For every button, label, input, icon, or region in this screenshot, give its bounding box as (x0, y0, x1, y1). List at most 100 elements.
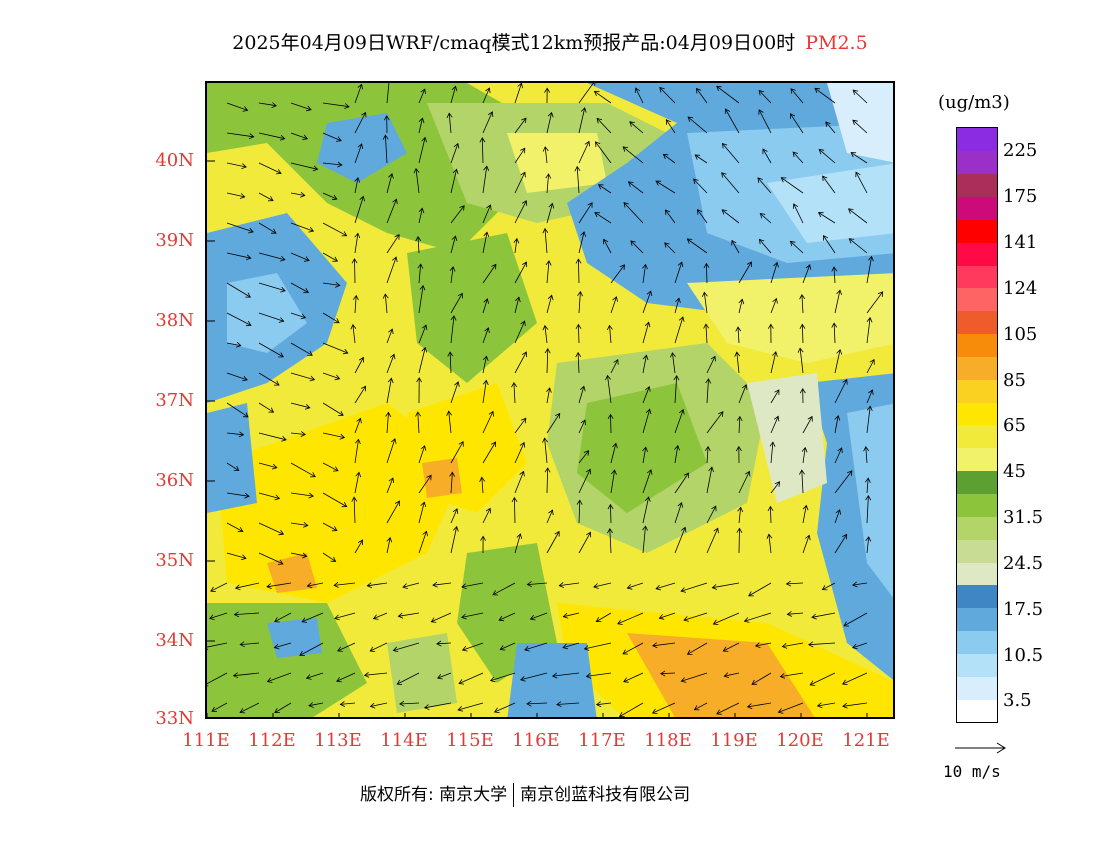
wind-arrow (693, 178, 708, 194)
wind-arrow-head (716, 709, 722, 715)
wind-arrow-head (542, 146, 549, 152)
wind-arrow (706, 263, 708, 284)
wind-arrow-head (646, 290, 653, 297)
wind-arrow-head (331, 194, 338, 201)
colorbar-segment (957, 470, 997, 495)
wind-arrow-head (372, 614, 379, 620)
wind-arrow (716, 702, 740, 715)
wind-arrow (514, 442, 525, 464)
wind-arrow (322, 312, 340, 324)
wind-arrow-head (351, 258, 358, 264)
wind-arrow-head (754, 642, 761, 649)
wind-reference-arrow-icon (955, 742, 1006, 754)
wind-arrow (418, 285, 424, 314)
wind-arrow (683, 612, 708, 621)
wind-arrow-head (617, 619, 623, 625)
wind-arrow-head (737, 506, 744, 513)
wind-arrow-head (743, 617, 750, 623)
wind-arrow (866, 406, 871, 434)
wind-arrow-head (351, 496, 358, 502)
wind-arrow (834, 470, 853, 494)
wind-arrow-head (799, 294, 806, 300)
wind-arrow (500, 642, 516, 650)
wind-arrow (706, 411, 724, 434)
wind-arrow-head (271, 228, 277, 234)
wind-arrow-head (479, 137, 486, 143)
wind-arrow (482, 298, 488, 314)
wind-arrow-head (516, 533, 523, 539)
colorbar-tick: 124 (1003, 278, 1038, 299)
wind-arrow-head (519, 441, 526, 448)
wind-arrow-head (618, 712, 625, 717)
wind-arrow (762, 148, 772, 164)
wind-arrow (849, 238, 868, 254)
wind-arrow-head (344, 103, 350, 109)
wind-arrow-head (577, 290, 584, 297)
wind-arrow (724, 672, 740, 677)
wind-arrow (258, 522, 284, 535)
wind-arrow-head (548, 509, 554, 516)
wind-arrow (373, 612, 388, 620)
wind-arrow-head (613, 359, 619, 365)
wind-arrow (322, 342, 348, 354)
wind-arrow (544, 438, 548, 464)
wind-arrow-head (767, 505, 774, 512)
wind-arrow-head (644, 321, 651, 328)
wind-arrow-head (850, 152, 857, 158)
wind-arrow (334, 612, 356, 619)
wind-arrow-head (693, 705, 700, 711)
wind-arrow (834, 509, 841, 524)
wind-arrow-head (605, 374, 611, 381)
wind-arrow (322, 372, 340, 380)
wind-arrow (258, 282, 286, 292)
map-field (207, 83, 893, 717)
wind-arrow (759, 239, 772, 254)
wind-arrow (514, 497, 516, 524)
wind-arrow-head (731, 239, 737, 246)
wind-arrow (770, 442, 774, 464)
wind-arrow (758, 109, 772, 134)
wind-arrow-head (350, 324, 357, 330)
wind-arrow-head (680, 677, 687, 683)
wind-arrow-head (606, 324, 613, 331)
wind-arrow-head (834, 415, 841, 421)
wind-arrow-head (490, 441, 497, 447)
wind-arrow (258, 552, 284, 565)
wind-arrow-head (646, 469, 653, 475)
wind-arrow (544, 325, 548, 344)
wind-arrow (687, 238, 708, 254)
wind-arrow-head (421, 324, 428, 331)
wind-arrow (354, 539, 363, 554)
wind-arrow (258, 492, 280, 499)
wind-arrow (635, 87, 644, 104)
wind-arrow (322, 162, 342, 166)
wind-arrow (481, 137, 484, 164)
wind-arrow-head (751, 679, 757, 685)
wind-arrow (722, 143, 740, 164)
wind-arrow-head (357, 143, 364, 149)
wind-arrow-head (789, 113, 796, 119)
wind-arrow-head (452, 168, 459, 175)
wind-arrow (811, 612, 836, 618)
wind-arrow (617, 612, 644, 625)
lon-label: 113E (314, 730, 362, 751)
colorbar-segment (957, 379, 997, 403)
wind-arrow-head (680, 526, 687, 533)
wind-arrow (665, 209, 676, 224)
wind-arrow-head (817, 212, 824, 218)
wind-arrow-head (544, 87, 551, 93)
wind-arrow-head (390, 438, 397, 444)
wind-arrow (609, 325, 612, 344)
wind-arrow (706, 446, 709, 464)
wind-arrow-head (562, 643, 569, 650)
wind-arrow (755, 642, 772, 647)
wind-arrow-head (519, 470, 525, 477)
wind-arrow-head (483, 231, 490, 238)
wind-arrow (354, 112, 366, 134)
wind-arrow-head (300, 313, 307, 320)
wind-arrow-head (239, 641, 245, 648)
wind-arrow (274, 642, 292, 649)
wind-arrow-head (652, 642, 658, 649)
wind-arrow (744, 612, 772, 622)
wind-arrow (530, 612, 548, 620)
